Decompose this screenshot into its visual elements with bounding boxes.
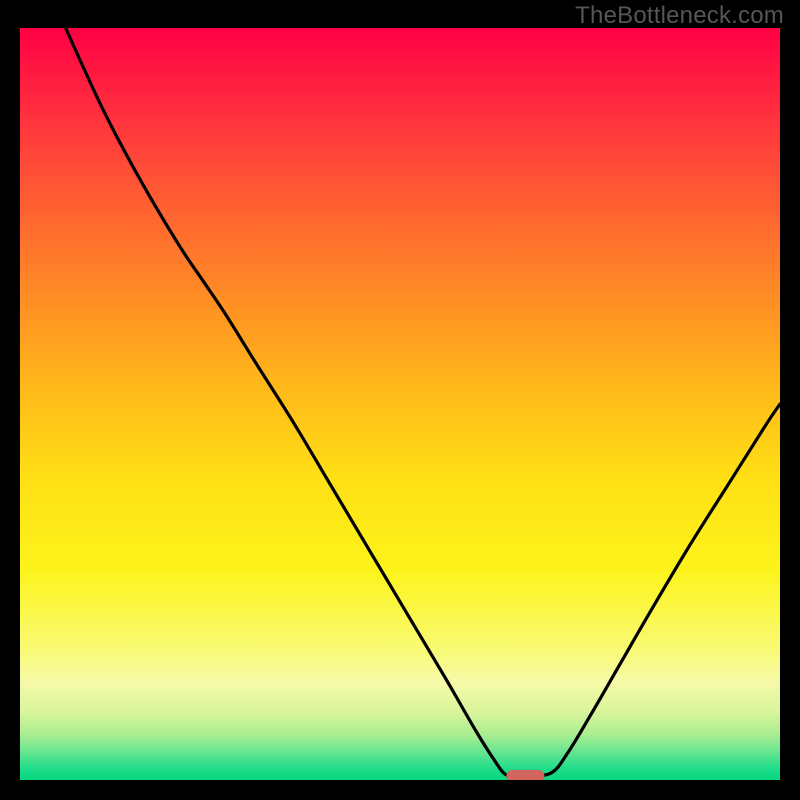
optimal-marker [506, 770, 544, 780]
bottleneck-chart [20, 28, 780, 780]
gradient-background [20, 28, 780, 780]
chart-frame: TheBottleneck.com [0, 0, 800, 800]
attribution-text: TheBottleneck.com [575, 2, 784, 30]
